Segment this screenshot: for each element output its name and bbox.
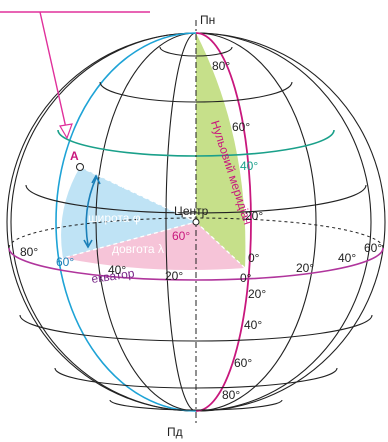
leader-arrow: [59, 123, 73, 140]
meridian-label: 20°: [165, 269, 183, 283]
meridian-label: 20°: [296, 261, 314, 275]
parallel-label: 0°: [248, 251, 260, 265]
center-label: Центр: [174, 204, 209, 218]
latitude-area: [61, 167, 196, 258]
parallel-label: 80°: [212, 59, 230, 73]
parallel-label: 20°: [245, 209, 263, 223]
latitude-angle: 40°: [118, 177, 136, 191]
south-pole: Пд: [167, 425, 183, 439]
parallel-label: 80°: [222, 388, 240, 402]
point-label: A: [70, 149, 79, 163]
longitude-area: [63, 222, 245, 271]
parallel-label: 60°: [232, 120, 250, 134]
meridian-label: 60°: [364, 241, 382, 255]
parallel-label: 40°: [240, 159, 258, 173]
meridian-label: 40°: [108, 263, 126, 277]
longitude-label: довгота λ: [112, 242, 164, 256]
meridian-area: [196, 33, 246, 268]
north-pole: Пн: [200, 13, 215, 27]
parallel-label: 40°: [244, 318, 262, 332]
parallel-label: 20°: [248, 287, 266, 301]
latitude-arrow: [85, 177, 97, 246]
leader-line: [0, 11, 150, 129]
meridian-label: 60°: [56, 255, 74, 269]
meridians: [10, 32, 372, 412]
parallel-label: 60°: [234, 356, 252, 370]
meridian-label: 80°: [20, 245, 38, 259]
meridian-label: 40°: [338, 251, 356, 265]
longitude-angle: 60°: [172, 229, 190, 243]
equator-label: екватор: [90, 266, 135, 286]
center-point: [192, 218, 200, 226]
latitude-label: широта φ: [88, 211, 141, 225]
arrow-heads: [83, 174, 101, 249]
meridian-label: 0°: [240, 271, 252, 285]
point-a: [76, 163, 84, 171]
